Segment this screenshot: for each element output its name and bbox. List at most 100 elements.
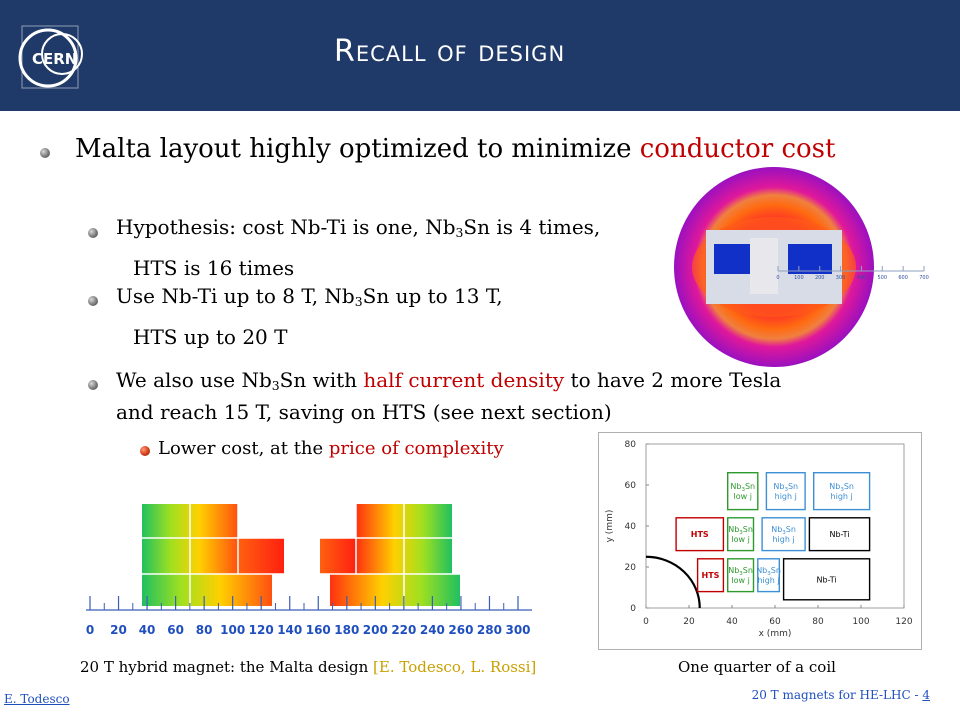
magnet-tick-label: 200 <box>363 623 388 637</box>
scale-tick-label: 600 <box>898 275 908 281</box>
magnet-tick-label: 40 <box>139 623 156 637</box>
magnet-x-axis: 0 20 40 60 80 100 120 140 160 180 200 220 240 260 280 3… <box>86 596 531 637</box>
bullet-icon <box>40 148 50 158</box>
bullet-icon <box>88 296 98 306</box>
coil-block-label: Nb3Sn <box>730 482 755 493</box>
aperture-arc <box>645 555 701 609</box>
x-tick-label: 120 <box>895 617 912 627</box>
magnet-tick-label: 80 <box>196 623 213 637</box>
coil-block-sublabel: low j <box>731 576 749 585</box>
scale-tick-label: 700 <box>919 275 929 281</box>
coil-block-label: Nb3Sn <box>728 566 753 577</box>
highlight-price: price of complexity <box>328 438 504 459</box>
coil-block-label: Nb3Sn <box>728 525 753 536</box>
magnet-tick-label: 280 <box>477 623 502 637</box>
magnet-tick-label: 240 <box>420 623 445 637</box>
coil-block <box>782 558 871 601</box>
magnet-tick-label: 140 <box>277 623 302 637</box>
magnet-tick-label: 120 <box>249 623 274 637</box>
left-coil <box>142 504 284 606</box>
scale-tick-label: 300 <box>836 275 846 281</box>
bullet-icon <box>140 446 150 456</box>
scale-tick-label: 200 <box>815 275 825 281</box>
y-tick-label: 80 <box>625 440 637 450</box>
y-tick-label: 60 <box>625 481 637 491</box>
right-coil <box>320 504 460 606</box>
x-tick-label: 100 <box>852 617 869 627</box>
coil-block-label: Nb3Sn <box>756 566 781 577</box>
coil-block <box>696 558 725 593</box>
coil-block <box>761 517 806 552</box>
coil-block <box>726 558 755 593</box>
x-tick-label: 40 <box>726 617 738 627</box>
hypothesis-text: Hypothesis: cost Nb-Ti is one, Nb3Sn is … <box>116 215 601 241</box>
magnet-tick-label: 180 <box>334 623 359 637</box>
coil-block-sublabel: low j <box>731 535 749 544</box>
cern-logo: CERN <box>18 25 83 89</box>
magnet-tick-label: 260 <box>448 623 473 637</box>
use-text: Use Nb-Ti up to 8 T, Nb3Sn up to 13 T, <box>116 284 503 310</box>
coil-block-sublabel: high j <box>772 535 794 544</box>
coil-block-label: Nb3Sn <box>773 482 798 493</box>
use-continuation: HTS up to 20 T <box>133 325 288 349</box>
y-axis-label: y (mm) <box>605 510 615 543</box>
also-text: We also use Nb3Sn with half current dens… <box>116 368 782 394</box>
magnet-caption: 20 T hybrid magnet: the Malta design [E.… <box>80 658 537 676</box>
scale-tick-label: 400 <box>857 275 867 281</box>
also-line2: and reach 15 T, saving on HTS (see next … <box>116 400 612 424</box>
quarter-coil-caption: One quarter of a coil <box>678 658 836 676</box>
x-tick-label: 20 <box>683 617 695 627</box>
page-title: Recall of design <box>334 34 566 69</box>
y-tick-label: 20 <box>625 563 637 573</box>
coil-block-label: Nb-Ti <box>817 575 837 584</box>
main-bullet-text: Malta layout highly optimized to minimiz… <box>75 134 836 164</box>
magnet-cross-section: 0 20 40 60 80 100 120 140 160 180 200 220 240 260 280 3… <box>86 504 532 637</box>
x-tick-label: 0 <box>643 617 649 627</box>
magnet-tick-label: 220 <box>391 623 416 637</box>
bullet-icon <box>88 380 98 390</box>
coil-block-label: Nb3Sn <box>771 525 796 536</box>
scale-tick-label: 100 <box>794 275 804 281</box>
coil-block <box>726 472 759 511</box>
header-bar: CERN Recall of design <box>0 0 960 111</box>
y-tick-label: 0 <box>630 604 636 614</box>
field-map-figure: 0 100 200 300 400 500 600 700 <box>674 167 929 367</box>
coil-block <box>675 517 725 552</box>
logo-text: CERN <box>32 50 77 68</box>
coil-block <box>808 517 871 552</box>
magnet-tick-label: 160 <box>306 623 331 637</box>
footer-talk: 20 T magnets for HE-LHC - 4 <box>751 688 930 702</box>
lower-cost-text: Lower cost, at the price of complexity <box>158 438 504 459</box>
coil-block <box>757 558 781 593</box>
coil-block <box>765 472 806 511</box>
highlight-half-current: half current density <box>363 368 565 392</box>
footer-author[interactable]: E. Todesco <box>4 692 70 706</box>
coil-block-label: HTS <box>691 530 709 539</box>
bullet-icon <box>88 228 98 238</box>
coil-block-sublabel: high j <box>757 576 779 585</box>
coil-block <box>726 517 755 552</box>
hypothesis-continuation: HTS is 16 times <box>133 256 295 280</box>
coil-block <box>812 472 871 511</box>
coil-block-sublabel: low j <box>734 492 752 501</box>
highlight-conductor-cost: conductor cost <box>639 134 836 164</box>
quarter-coil-chart: 0 20 40 60 80 100 120 0 20 40 60 80 x (mm) y (mm) HTS H… <box>598 432 922 650</box>
coil-block-label: HTS <box>702 571 720 580</box>
coil-block-label: Nb-Ti <box>829 530 849 539</box>
coil-block-sublabel: high j <box>831 492 853 501</box>
coil-block-label: Nb3Sn <box>829 482 854 493</box>
chart-frame <box>598 432 922 650</box>
magnet-tick-label: 0 <box>86 623 94 637</box>
x-axis-label: x (mm) <box>759 629 792 639</box>
x-tick-label: 80 <box>812 617 824 627</box>
y-tick-label: 40 <box>625 522 637 532</box>
scale-tick-label: 0 <box>776 275 779 281</box>
coil-block-sublabel: high j <box>775 492 797 501</box>
magnet-tick-label: 20 <box>110 623 127 637</box>
magnet-tick-label: 60 <box>167 623 184 637</box>
magnet-tick-label: 100 <box>220 623 245 637</box>
page-number: 4 <box>922 688 930 702</box>
magnet-tick-label: 300 <box>505 623 530 637</box>
scale-tick-label: 500 <box>878 275 888 281</box>
scale-axis: 0 100 200 300 400 500 600 700 <box>776 266 929 281</box>
